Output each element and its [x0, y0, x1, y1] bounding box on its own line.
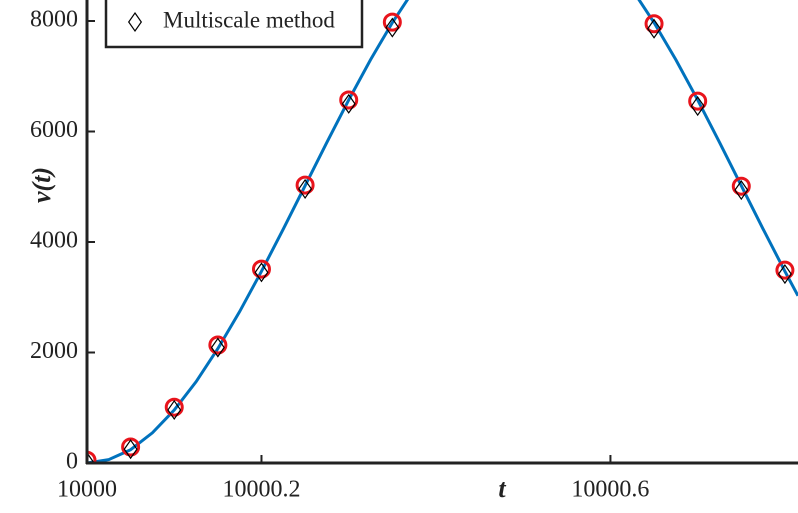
y-tick-label: 6000: [30, 117, 78, 143]
circle-marker: [121, 437, 141, 457]
circle-marker: [644, 14, 664, 34]
diamond-marker: [734, 180, 749, 201]
x-tick-label: 10000.2: [222, 477, 300, 503]
plot-area: [87, 0, 798, 463]
diamond-marker: [647, 18, 662, 39]
diamond-marker: [777, 263, 792, 285]
circle-marker: [339, 90, 359, 110]
circle-marker: [164, 397, 184, 417]
y-tick-label: 4000: [30, 227, 78, 253]
legend-marker: [127, 11, 143, 33]
legend: Multiscale method: [104, 0, 364, 49]
diamond-marker: [254, 262, 269, 283]
circle-marker: [251, 259, 271, 279]
x-tick-label: 10000.6: [571, 477, 649, 503]
circle-marker: [382, 12, 402, 32]
circle-marker: [688, 91, 708, 111]
y-tick-label: 0: [66, 449, 78, 475]
data-line: [87, 0, 798, 463]
legend-box: [104, 0, 364, 49]
legend-label: Multiscale method: [163, 7, 335, 32]
circle-marker: [208, 335, 228, 355]
y-tick-label: 2000: [30, 338, 78, 364]
diamond-marker: [210, 337, 225, 358]
y-tick-label: 8000: [30, 6, 78, 32]
diamond-marker: [690, 96, 705, 117]
y-axis-label: v(t): [27, 167, 56, 203]
circle-marker: [731, 176, 751, 196]
diamond-marker: [123, 439, 138, 460]
diamond-marker: [298, 178, 313, 200]
circle-marker: [87, 450, 97, 463]
diamond-marker: [87, 451, 95, 463]
axes: 0 2000 4000 6000 8000 10000 10000.2 10000.6: [30, 0, 798, 503]
diamond-marker: [341, 93, 356, 114]
x-tick-label: 10000: [57, 477, 117, 503]
circle-marker: [295, 175, 315, 195]
diamond-marker: [167, 399, 182, 421]
circle-marker: [775, 260, 795, 280]
x-axis-label: t: [498, 474, 506, 503]
diamond-marker: [385, 17, 400, 38]
